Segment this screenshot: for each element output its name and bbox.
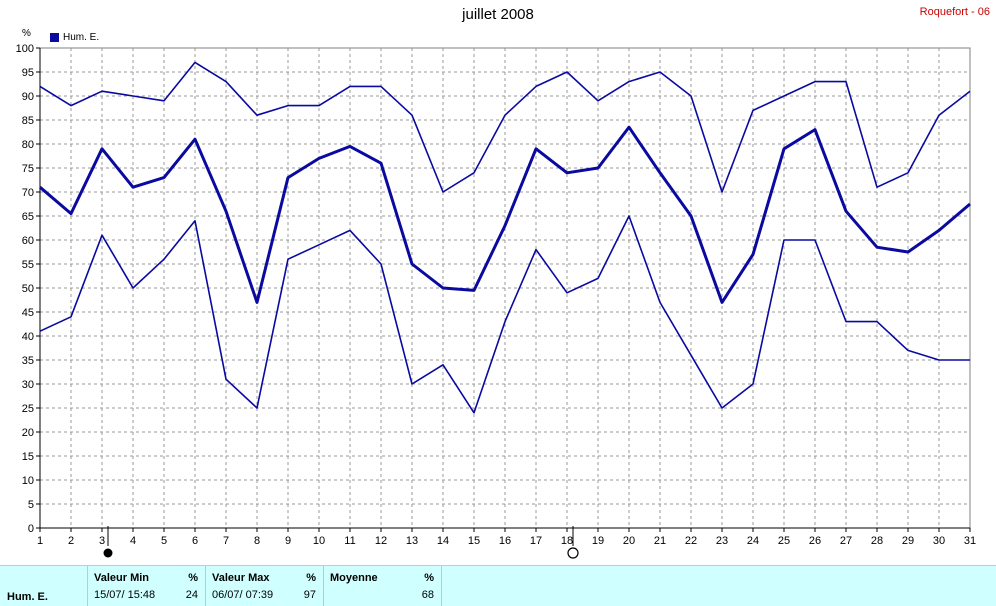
y-tick-label: 55 [22,259,34,271]
mean-header: Moyenne [330,572,378,584]
max-value: 97 [303,589,316,601]
summary-max-cell: Valeur Max % 06/07/ 07:39 97 [206,566,324,606]
series-lines [39,61,971,414]
summary-mean-cell: Moyenne % 68 [324,566,442,606]
series-line-mean [39,125,971,304]
y-tick-label: 15 [22,451,34,463]
station-name: Roquefort - 06 [919,6,990,18]
x-tick-label: 29 [902,535,914,547]
x-tick-label: 10 [313,535,325,547]
x-tick-label: 1 [37,535,43,547]
axes: 0510152025303540455055606570758085909510… [16,43,976,547]
mean-value: 68 [421,589,434,601]
grid [39,47,971,529]
min-header: Valeur Min [94,572,150,584]
min-date: 15/07/ 15:48 [94,589,156,601]
x-tick-label: 12 [375,535,387,547]
x-tick-label: 25 [778,535,790,547]
y-tick-label: 10 [22,475,34,487]
summary-table: Hum. E. Valeur Min % 15/07/ 15:48 24 Val… [0,565,996,606]
x-tick-label: 24 [747,535,759,547]
y-tick-label: 35 [22,355,34,367]
y-tick-label: 70 [22,187,34,199]
x-tick-label: 19 [592,535,604,547]
x-tick-label: 18 [561,535,573,547]
new-moon-icon [103,548,113,558]
y-tick-label: 45 [22,307,34,319]
y-tick-label: 5 [28,499,34,511]
x-tick-label: 13 [406,535,418,547]
y-tick-label: 85 [22,115,34,127]
legend-swatch [50,33,59,42]
y-axis-unit: % [22,28,31,39]
x-tick-label: 9 [285,535,291,547]
series-line-min [39,215,970,414]
x-tick-label: 31 [964,535,976,547]
x-tick-label: 23 [716,535,728,547]
x-tick-label: 28 [871,535,883,547]
x-tick-label: 17 [530,535,542,547]
full-moon-icon [567,547,579,559]
max-header: Valeur Max [212,572,270,584]
y-tick-label: 100 [16,43,34,55]
y-tick-label: 75 [22,163,34,175]
x-tick-label: 30 [933,535,945,547]
y-tick-label: 80 [22,139,34,151]
x-tick-label: 8 [254,535,260,547]
x-tick-label: 27 [840,535,852,547]
x-tick-label: 16 [499,535,511,547]
mean-unit: % [424,572,434,584]
legend: Hum. E. [50,32,99,43]
summary-row-label: Hum. E. [7,591,48,603]
x-tick-label: 11 [344,535,355,547]
x-tick-label: 3 [99,535,105,547]
x-tick-label: 15 [468,535,480,547]
y-tick-label: 30 [22,379,34,391]
y-tick-label: 65 [22,211,34,223]
series-line-max [39,61,971,193]
chart-title: juillet 2008 [462,6,534,23]
legend-label: Hum. E. [63,32,100,43]
moon-markers [103,526,579,559]
x-tick-label: 21 [654,535,666,547]
min-unit: % [188,572,198,584]
y-tick-label: 50 [22,283,34,295]
y-tick-label: 25 [22,403,34,415]
y-tick-label: 40 [22,331,34,343]
x-tick-label: 22 [685,535,697,547]
x-tick-label: 7 [223,535,229,547]
summary-min-cell: Valeur Min % 15/07/ 15:48 24 [88,566,206,606]
y-tick-label: 95 [22,67,34,79]
x-tick-label: 26 [809,535,821,547]
x-tick-label: 14 [437,535,449,547]
max-unit: % [306,572,316,584]
y-tick-label: 0 [28,523,34,535]
max-date: 06/07/ 07:39 [212,589,274,601]
y-tick-label: 60 [22,235,34,247]
y-tick-label: 20 [22,427,34,439]
min-value: 24 [185,589,198,601]
x-tick-label: 4 [130,535,136,547]
x-tick-label: 20 [623,535,635,547]
x-tick-label: 6 [192,535,198,547]
humidity-chart: 0510152025303540455055606570758085909510… [16,43,976,559]
x-tick-label: 2 [68,535,74,547]
x-tick-label: 5 [161,535,167,547]
y-tick-label: 90 [22,91,34,103]
summary-label-cell: Hum. E. [0,566,88,606]
